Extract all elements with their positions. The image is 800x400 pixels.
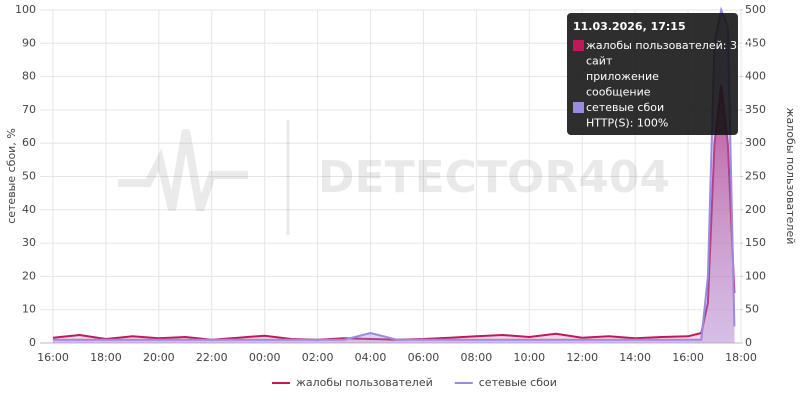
x-tick-label: 04:00 [355,351,387,364]
y2-tick-label: 350 [745,103,766,116]
y2-tick-label: 150 [745,236,766,249]
x-tick-label: 08:00 [461,351,493,364]
y-tick-label: 0 [29,336,36,349]
tooltip-line: сообщение [586,86,651,99]
x-tick-label: 16:00 [37,351,69,364]
y-tick-label: 60 [22,136,36,149]
y-tick-label: 90 [22,36,36,49]
watermark-logo [118,120,290,235]
y2-tick-label: 450 [745,36,766,49]
x-tick-label: 00:00 [249,351,281,364]
legend-label: сетевые сбои [479,376,557,389]
tooltip-swatch [573,102,584,113]
y-tick-label: 40 [22,203,36,216]
x-tick-label: 20:00 [143,351,175,364]
y2-axis-label: жалобы пользователей [784,108,797,245]
y2-tick-label: 0 [745,336,752,349]
y2-tick-label: 50 [745,303,759,316]
y-tick-label: 80 [22,70,36,83]
series-line [53,6,736,341]
tooltip-line: HTTP(S): 100% [586,117,668,130]
y2-tick-label: 250 [745,170,766,183]
x-tick-label: 02:00 [302,351,334,364]
y-tick-label: 50 [22,170,36,183]
y-tick-label: 20 [22,269,36,282]
x-tick-label: 22:00 [196,351,228,364]
y-tick-label: 100 [15,3,36,16]
y-tick-label: 10 [22,303,36,316]
y2-tick-label: 200 [745,203,766,216]
y2-tick-label: 500 [745,3,766,16]
tooltip-line: жалобы пользователей: 387 [586,39,751,52]
y2-tick-label: 400 [745,70,766,83]
x-tick-label: 14:00 [619,351,651,364]
y2-tick-label: 100 [745,269,766,282]
tooltip: 11.03.2026, 17:15 жалобы пользователей: 3… [567,13,751,135]
x-tick-label: 10:00 [513,351,545,364]
x-tick-label: 18:00 [90,351,122,364]
y-tick-label: 30 [22,236,36,249]
tooltip-line: приложение [586,70,659,83]
x-tick-label: 06:00 [408,351,440,364]
tooltip-title: 11.03.2026, 17:15 [573,20,686,33]
legend-label: жалобы пользователей [296,376,433,389]
y-tick-label: 70 [22,103,36,116]
y-axis-label: сетевые сбои, % [5,128,18,224]
tooltip-line: сетевые сбои [586,101,664,114]
tooltip-swatch [573,40,584,51]
tooltip-line: сайт [586,55,613,68]
watermark: DETECTOR404 [318,152,670,203]
x-tick-label: 12:00 [566,351,598,364]
y2-tick-label: 300 [745,136,766,149]
tooltip-box [567,13,738,135]
x-tick-label: 18:00 [725,351,757,364]
x-tick-label: 16:00 [672,351,704,364]
